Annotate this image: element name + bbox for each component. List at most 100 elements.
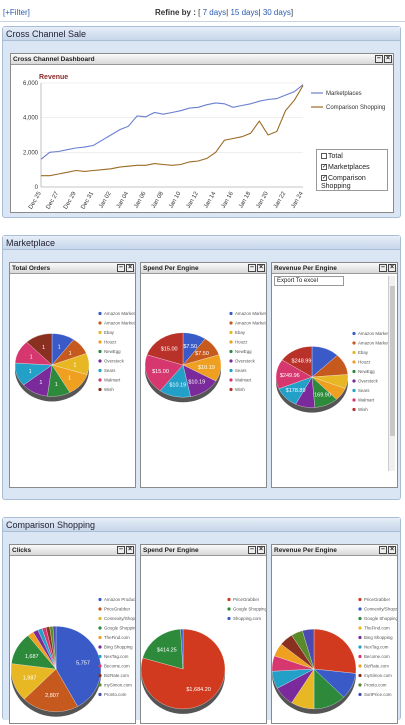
scrollbar-thumb[interactable] [390, 286, 395, 436]
section-title: Comparison Shopping [3, 518, 400, 532]
legend-dot [358, 616, 362, 621]
toggle-label: Comparison Shopping [321, 175, 366, 190]
pie-slice [146, 332, 184, 366]
x-tick-label: Jan 24 [291, 190, 306, 209]
legend-label: Bing Shopping [364, 635, 393, 640]
slice-label: 1 [68, 375, 71, 381]
legend-label: Pronto.com [104, 692, 127, 697]
section-title: Marketplace [3, 236, 400, 250]
cs-revenue-pie-chart: PriceGrabber Connexity/Shopzill... Google … [272, 597, 397, 714]
x-tick-label: Dec 25 [28, 190, 43, 210]
clicks-panel: Clicks – × 5,757 2,807 1,987 1,687 Amazon Prod… [9, 544, 136, 724]
minimize-icon[interactable]: – [248, 264, 256, 272]
y-tick-label: 0 [35, 185, 39, 191]
panel-title-text: Cross Channel Dashboard [13, 56, 95, 63]
toggle-marketplaces[interactable]: ✓Marketplaces [321, 164, 370, 172]
minimize-icon[interactable]: – [117, 264, 125, 272]
export-to-excel-button[interactable]: Export To excel [274, 276, 344, 286]
legend-label: Ebay [104, 330, 115, 335]
close-icon[interactable]: × [388, 546, 396, 554]
legend-label: Walmart [358, 398, 375, 403]
pie-slice [142, 629, 184, 670]
pie-slice [141, 628, 226, 709]
chart-title: Revenue [39, 74, 68, 81]
legend-dot [98, 635, 102, 640]
x-tick-label: Jan 08 [151, 190, 166, 209]
close-icon[interactable]: × [126, 264, 134, 272]
legend-label: Amazon Marketplace US [358, 341, 388, 346]
scrollbar[interactable] [388, 276, 395, 471]
legend-dot [352, 331, 356, 336]
slice-label: $15.00 [161, 347, 178, 353]
close-icon[interactable]: × [257, 264, 265, 272]
legend-dot [98, 654, 102, 659]
refine-30-days[interactable]: 30 days [262, 8, 291, 17]
checkbox-total[interactable] [321, 153, 327, 160]
refine-15-days[interactable]: 15 days [230, 8, 259, 17]
close-icon[interactable]: × [257, 546, 265, 554]
slice-label: $248.99 [292, 358, 312, 364]
panel-title: Revenue Per Engine – × [272, 263, 397, 274]
series-toggle-box: Total ✓Marketplaces ✓Comparison Shopping [316, 149, 388, 191]
legend-dot [352, 379, 356, 383]
x-tick-label: Dec 31 [80, 190, 95, 210]
legend-dot [352, 369, 356, 374]
legend-label: Overstock [104, 359, 125, 364]
slice-label: $15.00 [152, 369, 169, 375]
slice-label: 1 [69, 351, 72, 357]
legend-label: Amazon Marketplace UK [358, 331, 388, 336]
mp-spend-panel: Spend Per Engine – × $7.50 $7.50 $10.19 $10.1… [140, 262, 267, 488]
legend-label: Houzz [104, 340, 116, 345]
legend-dot [358, 635, 362, 640]
legend-dot [229, 387, 233, 392]
checkbox-marketplaces[interactable]: ✓ [321, 164, 328, 171]
refine-label: Refine by : [155, 8, 196, 17]
legend-dot [98, 387, 102, 392]
close-icon[interactable]: × [388, 264, 396, 272]
panel-title-text: Clicks [12, 547, 32, 554]
legend-label: Shopping.com [233, 616, 261, 621]
x-tick-label: Jan 16 [221, 190, 236, 209]
legend-dot [229, 330, 233, 335]
x-tick-label: Jan 06 [133, 190, 148, 209]
y-tick-label: 6,000 [23, 81, 39, 87]
legend-dot [358, 597, 362, 602]
legend-label: Become.com [104, 664, 130, 669]
panel-title-text: Spend Per Engine [143, 547, 199, 554]
pie-slice [302, 628, 315, 670]
close-icon[interactable]: × [126, 546, 134, 554]
slice-label: $1,684.20 [186, 687, 210, 693]
legend-dot [98, 626, 102, 630]
legend-dot [352, 407, 356, 412]
minimize-icon[interactable]: – [117, 546, 125, 554]
minimize-icon[interactable]: – [379, 264, 387, 272]
mp-revenue-pie-chart: $169.90 $178.89 $249.96 $248.99 Amazon Marke… [275, 331, 388, 413]
refine-7-days[interactable]: 7 days [202, 8, 227, 17]
pie-slice [144, 354, 184, 391]
panel-title: Total Orders – × [10, 263, 135, 274]
minimize-icon[interactable]: – [379, 546, 387, 554]
legend-label: mySimon.com [104, 683, 132, 688]
minimize-icon[interactable]: – [375, 55, 383, 63]
legend-dot [98, 359, 102, 363]
legend-label: PriceGrabber [233, 597, 260, 602]
panel-title: Spend Per Engine – × [141, 263, 266, 274]
toggle-total[interactable]: Total [321, 153, 343, 161]
legend-label: mySimon.com [364, 673, 392, 678]
close-icon[interactable]: × [384, 55, 392, 63]
filter-link[interactable]: [+Filter] [3, 8, 30, 17]
slice-label: 2,807 [45, 693, 59, 699]
legend-dot [358, 664, 362, 668]
legend-dot [98, 683, 102, 687]
checkbox-comparison[interactable]: ✓ [321, 175, 328, 182]
legend-dot [98, 616, 102, 621]
legend-dot [98, 673, 102, 678]
pie-slice [180, 628, 184, 670]
minimize-icon[interactable]: – [248, 546, 256, 554]
toggle-comparison[interactable]: ✓Comparison Shopping [321, 175, 387, 191]
legend-dot [98, 692, 102, 697]
legend-label: Google Shopping [233, 607, 266, 612]
x-tick-label: Dec 27 [45, 190, 60, 210]
top-bar: [+Filter] Refine by : [ 7 days| 15 days|… [0, 0, 405, 22]
